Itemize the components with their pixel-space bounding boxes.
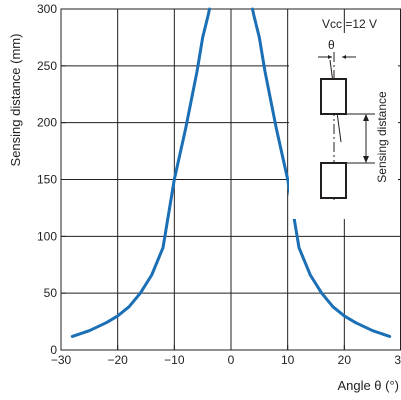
y-axis-label: Sensing distance (mm) [8,34,23,167]
x-tick-label: −10 [164,353,185,367]
bottom-sensor-block [320,162,347,199]
x-tick-label: −20 [107,353,128,367]
y-tick-label: 250 [37,59,57,73]
x-tick-label: −30 [51,353,72,367]
series [70,7,392,338]
top-sensor-block [320,78,347,115]
y-tick-label: 300 [37,2,57,16]
theta-symbol: θ [328,38,335,52]
y-tick-label: 100 [37,229,57,243]
y-tick-label: 0 [50,343,57,357]
y-tick-label: 150 [37,173,57,187]
angle-arrowhead-right-icon [342,55,346,59]
series-line-left [70,7,211,338]
tick-labels: −30−20−100102030050100150200250300 [37,2,401,367]
x-tick-label: 30 [394,353,401,367]
series-line-right [251,7,392,338]
x-tick-label: 0 [228,353,235,367]
dimension-arrowhead-down-icon [363,156,369,163]
dimension-arrowhead-up-icon [363,114,369,121]
x-axis-label: Angle θ (°) [337,378,399,393]
sensing-distance-dimension-label: Sensing distance [375,91,389,183]
y-tick-label: 200 [37,116,57,130]
x-tick-label: 20 [338,353,352,367]
sensor-diagram: Vcc =12 V θ Sensing distance [289,17,398,219]
vcc-label: Vcc =12 V [322,17,377,31]
x-tick-label: 10 [281,353,295,367]
angle-arrowhead-left-icon [328,55,332,59]
y-tick-label: 50 [44,286,58,300]
